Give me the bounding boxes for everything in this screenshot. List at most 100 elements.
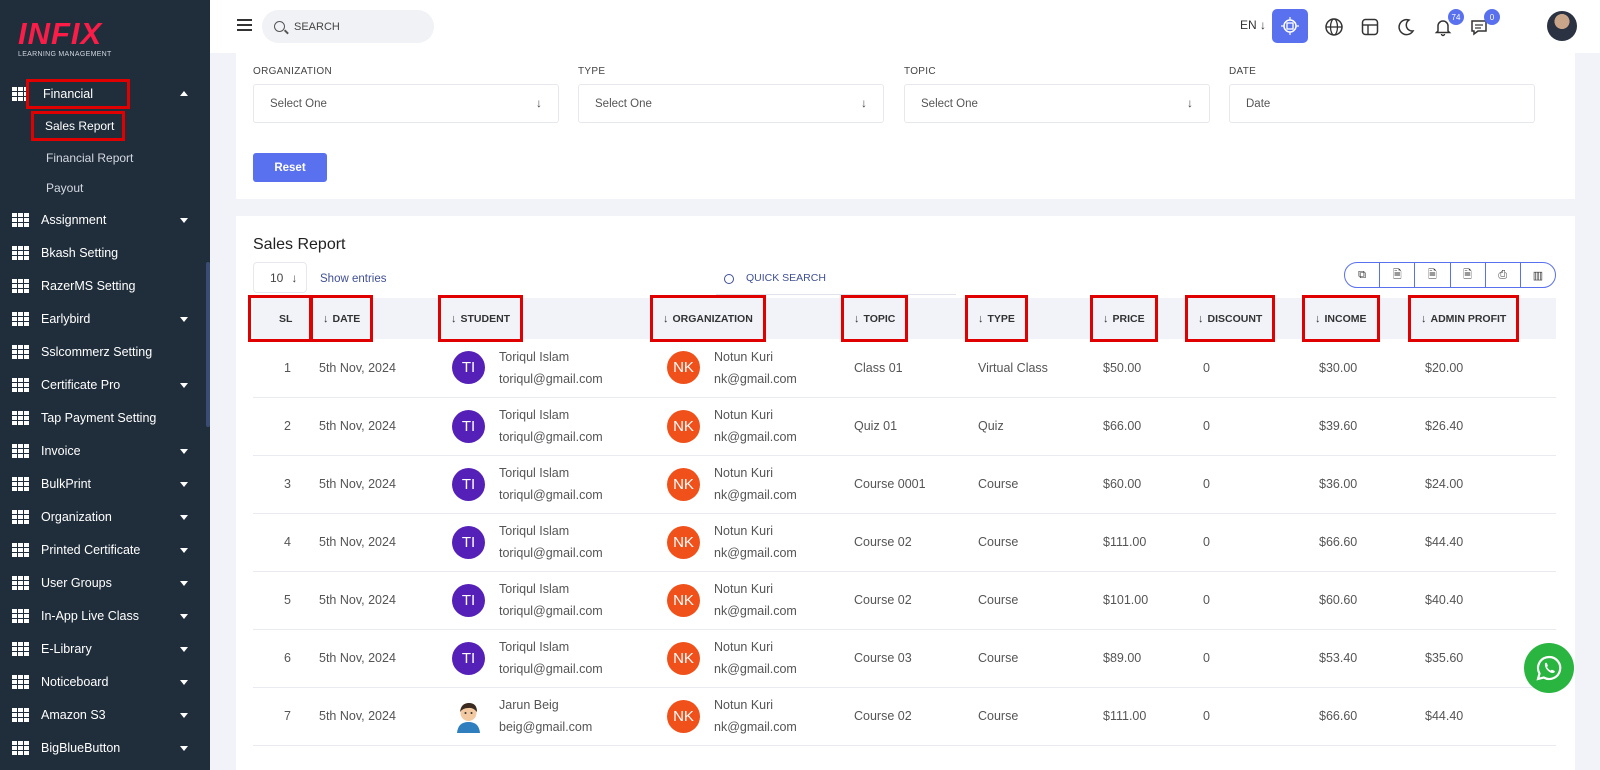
sidebar-subitem-financial-report[interactable]: Financial Report (0, 143, 210, 173)
sidebar-item-bulkprint[interactable]: BulkPrint (0, 467, 210, 500)
reset-button[interactable]: Reset (253, 153, 327, 182)
copy-icon[interactable]: ⧉ (1345, 263, 1381, 287)
quick-search-input[interactable]: QUICK SEARCH (716, 262, 956, 295)
table-row: 1 5th Nov, 2024 TI Toriqul Islam toriqul@gma… (253, 339, 1556, 397)
menu-toggle-icon[interactable] (237, 19, 252, 31)
globe-icon[interactable] (1321, 14, 1347, 40)
sidebar-item-bigbluebutton[interactable]: BigBlueButton (0, 731, 210, 764)
search-input[interactable]: SEARCH (262, 10, 434, 43)
student-avatar: TI (452, 351, 485, 385)
organization-info[interactable]: NK Notun Kuri nk@gmail.com (667, 346, 844, 390)
user-avatar[interactable] (1547, 11, 1577, 41)
settings-chip-icon[interactable] (1272, 9, 1308, 43)
organization-email: nk@gmail.com (714, 371, 797, 386)
sidebar-item-bkash-setting[interactable]: Bkash Setting (0, 236, 210, 269)
column-header-discount[interactable]: ↓ DISCOUNT (1184, 295, 1305, 342)
sidebar-item-printed-certificate[interactable]: Printed Certificate (0, 533, 210, 566)
layout-icon[interactable] (1357, 14, 1383, 40)
sidebar-item-certificate-pro[interactable]: Certificate Pro (0, 368, 210, 401)
organization-select[interactable]: Select One ↓ (253, 84, 559, 123)
column-header-admin-profit[interactable]: ↓ ADMIN PROFIT (1407, 295, 1556, 342)
sidebar-item-razerms-setting[interactable]: RazerMS Setting (0, 269, 210, 302)
organization-info[interactable]: NK Notun Kuri nk@gmail.com (667, 462, 844, 506)
message-count-badge: 0 (1484, 9, 1500, 25)
sidebar-item-e-library[interactable]: E-Library (0, 632, 210, 665)
column-header-income[interactable]: ↓ INCOME (1302, 295, 1411, 342)
sidebar-item-sslcommerz-setting[interactable]: Sslcommerz Setting (0, 335, 210, 368)
student-info[interactable]: TI Toriqul Islam toriqul@gmail.com (452, 578, 653, 622)
sidebar-item-amazon-s3[interactable]: Amazon S3 (0, 698, 210, 731)
sidebar-item-assignment[interactable]: Assignment (0, 203, 210, 236)
sidebar-item-earlybird[interactable]: Earlybird (0, 302, 210, 335)
grid-icon (12, 311, 29, 326)
column-header-price[interactable]: ↓ PRICE (1090, 295, 1188, 342)
type-select[interactable]: Select One ↓ (578, 84, 884, 123)
pdf-file-icon[interactable]: 🗎 (1451, 263, 1486, 287)
sidebar-item-label: BigBlueButton (41, 740, 121, 755)
student-info[interactable]: TI Toriqul Islam toriqul@gmail.com (452, 404, 653, 448)
print-icon[interactable]: ⎙ (1486, 263, 1521, 287)
cell-discount: 0 (1203, 651, 1210, 665)
entries-select[interactable]: 10 ↓ (253, 262, 307, 293)
organization-info[interactable]: NK Notun Kuri nk@gmail.com (667, 694, 844, 738)
sidebar-scrollbar[interactable] (206, 262, 210, 427)
grid-icon (12, 641, 29, 656)
cell-date: 5th Nov, 2024 (319, 593, 396, 607)
organization-avatar: NK (667, 409, 700, 443)
student-name: Jarun Beig (499, 698, 559, 712)
sidebar-item-in-app-live-class[interactable]: In-App Live Class (0, 599, 210, 632)
organization-email: nk@gmail.com (714, 546, 797, 560)
sidebar-item-organization[interactable]: Organization (0, 500, 210, 533)
columns-icon[interactable]: ▥ (1532, 269, 1544, 282)
topic-select[interactable]: Select One ↓ (904, 84, 1210, 123)
organization-info[interactable]: NK Notun Kuri nk@gmail.com (667, 520, 844, 564)
student-text: Toriqul Islam toriqul@gmail.com (499, 346, 603, 390)
student-info[interactable]: TI Toriqul Islam toriqul@gmail.com (452, 346, 653, 390)
sidebar-item-financial[interactable]: Financial (0, 79, 210, 109)
sidebar-item-invoice[interactable]: Invoice (0, 434, 210, 467)
column-header-sl[interactable]: SL (247, 295, 313, 342)
column-header-type[interactable]: ↓ TYPE (965, 295, 1093, 342)
student-info[interactable]: TI Toriqul Islam toriqul@gmail.com (452, 636, 653, 680)
notification-bell-icon[interactable]: 74 (1430, 9, 1464, 40)
organization-email: nk@gmail.com (714, 430, 797, 444)
cell-student: TI Toriqul Islam toriqul@gmail.com (441, 513, 653, 571)
excel-file-icon[interactable]: 🗎 (1380, 263, 1416, 287)
chat-message-icon[interactable]: 0 (1466, 9, 1500, 40)
column-header-label: SL (279, 312, 293, 325)
brand-logo[interactable]: INFIX LEARNING MANAGEMENT (18, 18, 158, 62)
sidebar-subitem-payout[interactable]: Payout (0, 173, 210, 203)
dark-mode-moon-icon[interactable] (1393, 14, 1419, 40)
table-header-row: SL ↓ DATE ↓ STUDENT ↓ ORGANIZATION ↓ TOPIC ↓… (247, 295, 1556, 342)
cell-topic: Quiz 01 (854, 419, 898, 433)
grid-icon (12, 707, 29, 722)
top-bar: SEARCH EN ↓ 74 0 (210, 0, 1600, 53)
quick-search-placeholder: QUICK SEARCH (746, 272, 826, 284)
column-header-label: ORGANIZATION (672, 312, 753, 325)
sidebar-item-tap-payment-setting[interactable]: Tap Payment Setting (0, 401, 210, 434)
date-input[interactable]: Date (1229, 84, 1535, 123)
student-info[interactable]: TI Toriqul Islam toriqul@gmail.com (452, 520, 653, 564)
cell-sl: 3 (284, 477, 291, 491)
organization-info[interactable]: NK Notun Kuri nk@gmail.com (667, 404, 844, 448)
organization-info[interactable]: NK Notun Kuri nk@gmail.com (667, 578, 844, 622)
column-header-date[interactable]: ↓ DATE (309, 295, 441, 342)
cell-student: TI Toriqul Islam toriqul@gmail.com (441, 455, 653, 513)
column-header-topic[interactable]: ↓ TOPIC (840, 295, 968, 342)
sidebar-subitem-sales-report[interactable]: Sales Report (0, 108, 210, 143)
whatsapp-chat-button[interactable] (1524, 643, 1574, 693)
organization-info[interactable]: NK Notun Kuri nk@gmail.com (667, 636, 844, 680)
grid-icon (12, 278, 29, 293)
column-header-organization[interactable]: ↓ ORGANIZATION (650, 295, 844, 342)
column-header-student[interactable]: ↓ STUDENT (437, 295, 653, 342)
student-info[interactable]: Jarun Beig beig@gmail.com (452, 694, 653, 738)
cell-date: 5th Nov, 2024 (319, 651, 396, 665)
type-filter-label: TYPE (578, 66, 606, 77)
sidebar-item-user-groups[interactable]: User Groups (0, 566, 210, 599)
sidebar-item-noticeboard[interactable]: Noticeboard (0, 665, 210, 698)
date-filter-label: DATE (1229, 66, 1257, 77)
student-info[interactable]: TI Toriqul Islam toriqul@gmail.com (452, 462, 653, 506)
organization-name: Notun Kuri (714, 408, 774, 422)
language-selector[interactable]: EN ↓ (1240, 18, 1266, 32)
csv-file-icon[interactable]: 🗎 (1415, 263, 1451, 287)
